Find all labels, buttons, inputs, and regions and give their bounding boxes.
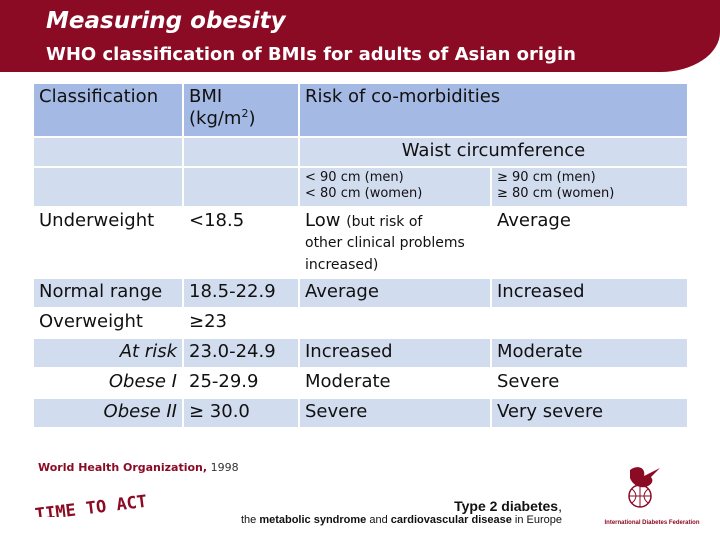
risk-high-cell xyxy=(492,309,687,337)
idf-logo: International Diabetes Federation xyxy=(604,467,700,526)
time-to-act-text: TIME TO ACT xyxy=(34,492,148,517)
footer-comma: , xyxy=(558,498,562,514)
empty-cell xyxy=(34,168,182,206)
bmi-cell: 18.5-22.9 xyxy=(184,279,298,307)
footer-line-2: the metabolic syndrome and cardiovascula… xyxy=(222,514,562,526)
bird-icon xyxy=(628,467,660,508)
footer-text: the xyxy=(240,514,260,526)
class-cell: Normal range xyxy=(34,279,182,307)
table-row-waist-thresholds: < 90 cm (men) < 80 cm (women) ≥ 90 cm (m… xyxy=(34,168,687,206)
risk-low-cell: Average xyxy=(300,279,490,307)
risk-low-cell: Severe xyxy=(300,399,490,427)
header-classification: Classification xyxy=(34,84,182,136)
table-row: Normal range 18.5-22.9 Average Increased xyxy=(34,279,687,307)
idf-name: International Diabetes Federation xyxy=(604,520,699,526)
risk-high-cell: Moderate xyxy=(492,339,687,367)
risk-low-main: Low xyxy=(305,210,341,231)
header-bmi-close: ) xyxy=(248,108,256,129)
empty-cell xyxy=(34,138,182,166)
risk-low-note: (but risk of xyxy=(346,214,423,230)
risk-high-cell: Average xyxy=(492,208,687,277)
empty-cell xyxy=(184,168,298,206)
waist-men-low: < 90 cm (men) xyxy=(305,170,404,185)
risk-high-cell: Severe xyxy=(492,369,687,397)
footer-line-1: Type 2 diabetes, xyxy=(222,498,562,514)
header-bmi-line1: BMI xyxy=(189,86,223,107)
bmi-cell: 23.0-24.9 xyxy=(184,339,298,367)
table-row: Obese I 25-29.9 Moderate Severe xyxy=(34,369,687,397)
bmi-cell: ≥23 xyxy=(184,309,298,337)
empty-cell xyxy=(184,138,298,166)
header-bmi: BMI (kg/m2) xyxy=(184,84,298,136)
bmi-classification-table: Classification BMI (kg/m2) Risk of co-mo… xyxy=(32,82,689,429)
source-org: World Health Organization, xyxy=(38,461,208,474)
waist-high-thresholds: ≥ 90 cm (men) ≥ 80 cm (women) xyxy=(492,168,687,206)
bmi-cell: ≥ 30.0 xyxy=(184,399,298,427)
risk-low-note2: other clinical problems increased) xyxy=(305,235,465,273)
slide-header: Measuring obesity WHO classification of … xyxy=(0,0,720,72)
class-cell: Overweight xyxy=(34,309,182,337)
bmi-cell: 25-29.9 xyxy=(184,369,298,397)
bmi-cell: <18.5 xyxy=(184,208,298,277)
time-to-act-logo: TIME TO ACT xyxy=(34,492,148,517)
footer-text: in Europe xyxy=(511,514,562,526)
table-row: Obese II ≥ 30.0 Severe Very severe xyxy=(34,399,687,427)
class-cell: Underweight xyxy=(34,208,182,277)
header-bmi-sup: 2 xyxy=(241,107,249,120)
footer-publication: Type 2 diabetes, the metabolic syndrome … xyxy=(222,498,562,526)
waist-low-thresholds: < 90 cm (men) < 80 cm (women) xyxy=(300,168,490,206)
class-cell: Obese I xyxy=(34,369,182,397)
risk-low-cell: Moderate xyxy=(300,369,490,397)
table-row: Overweight ≥23 xyxy=(34,309,687,337)
footer-text: and xyxy=(366,514,391,526)
risk-low-cell: Low (but risk of other clinical problems… xyxy=(300,208,490,277)
risk-high-cell: Very severe xyxy=(492,399,687,427)
waist-circumference-label: Waist circumference xyxy=(300,138,687,166)
class-cell: At risk xyxy=(34,339,182,367)
footer-bold-title: Type 2 diabetes xyxy=(454,498,559,514)
header-risk: Risk of co-morbidities xyxy=(300,84,687,136)
waist-women-high: ≥ 80 cm (women) xyxy=(497,186,615,201)
table-header-row: Classification BMI (kg/m2) Risk of co-mo… xyxy=(34,84,687,136)
header-bmi-unit: (kg/m xyxy=(189,108,242,129)
table-row-waist: Waist circumference xyxy=(34,138,687,166)
waist-men-high: ≥ 90 cm (men) xyxy=(497,170,596,185)
waist-women-low: < 80 cm (women) xyxy=(305,186,423,201)
slide-title: Measuring obesity xyxy=(46,8,286,34)
slide-subtitle: WHO classification of BMIs for adults of… xyxy=(46,44,576,65)
risk-low-cell xyxy=(300,309,490,337)
risk-low-cell: Increased xyxy=(300,339,490,367)
risk-high-cell: Increased xyxy=(492,279,687,307)
source-citation: World Health Organization, 1998 xyxy=(38,461,239,474)
class-cell: Obese II xyxy=(34,399,182,427)
footer-bold-text: metabolic syndrome xyxy=(259,514,367,526)
table-row: Underweight <18.5 Low (but risk of other… xyxy=(34,208,687,277)
source-year: 1998 xyxy=(210,461,239,474)
table-row: At risk 23.0-24.9 Increased Moderate xyxy=(34,339,687,367)
footer-bold-text: cardiovascular disease xyxy=(390,514,512,526)
